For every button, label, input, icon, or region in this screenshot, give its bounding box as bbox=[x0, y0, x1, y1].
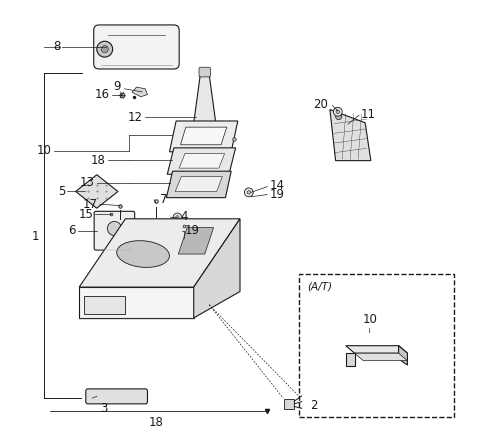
Polygon shape bbox=[132, 87, 147, 97]
Text: 11: 11 bbox=[361, 108, 376, 121]
Text: 10: 10 bbox=[36, 144, 51, 157]
Text: 6: 6 bbox=[68, 224, 76, 237]
Text: 16: 16 bbox=[95, 88, 110, 102]
Text: 7: 7 bbox=[160, 193, 168, 206]
Circle shape bbox=[108, 221, 121, 236]
FancyBboxPatch shape bbox=[94, 211, 135, 250]
Polygon shape bbox=[76, 175, 118, 208]
Text: 19: 19 bbox=[270, 188, 285, 201]
Polygon shape bbox=[178, 228, 214, 254]
Polygon shape bbox=[79, 287, 194, 318]
Circle shape bbox=[244, 188, 253, 197]
Text: 3: 3 bbox=[100, 402, 107, 415]
Text: 19: 19 bbox=[185, 224, 200, 237]
Bar bbox=[300, 274, 454, 417]
Text: 18: 18 bbox=[91, 154, 106, 167]
Polygon shape bbox=[180, 127, 227, 145]
Polygon shape bbox=[179, 153, 225, 168]
Polygon shape bbox=[187, 123, 229, 130]
Text: 18: 18 bbox=[149, 416, 164, 429]
Polygon shape bbox=[194, 219, 240, 318]
Circle shape bbox=[334, 107, 342, 116]
Text: 2: 2 bbox=[311, 399, 318, 412]
Polygon shape bbox=[169, 121, 238, 152]
Polygon shape bbox=[168, 148, 236, 174]
Polygon shape bbox=[79, 219, 240, 287]
Text: 20: 20 bbox=[313, 98, 328, 111]
Polygon shape bbox=[330, 110, 371, 160]
Polygon shape bbox=[167, 171, 231, 198]
Text: 13: 13 bbox=[80, 176, 95, 189]
Circle shape bbox=[336, 114, 342, 120]
Ellipse shape bbox=[117, 241, 169, 267]
Polygon shape bbox=[194, 74, 216, 123]
Circle shape bbox=[336, 110, 339, 114]
Circle shape bbox=[247, 191, 251, 194]
Polygon shape bbox=[346, 346, 408, 353]
Polygon shape bbox=[84, 296, 125, 313]
Text: 9: 9 bbox=[114, 80, 121, 93]
FancyBboxPatch shape bbox=[94, 25, 179, 69]
Circle shape bbox=[173, 213, 182, 222]
Circle shape bbox=[176, 216, 179, 219]
Polygon shape bbox=[398, 346, 408, 365]
Polygon shape bbox=[346, 353, 355, 366]
Polygon shape bbox=[355, 353, 408, 361]
Text: 17: 17 bbox=[83, 198, 98, 211]
Text: 4: 4 bbox=[180, 210, 188, 223]
Polygon shape bbox=[175, 176, 222, 191]
Text: 5: 5 bbox=[58, 185, 65, 198]
Circle shape bbox=[101, 46, 108, 53]
FancyBboxPatch shape bbox=[86, 389, 147, 404]
Text: 12: 12 bbox=[128, 111, 143, 124]
Text: 10: 10 bbox=[362, 313, 377, 326]
Circle shape bbox=[97, 41, 113, 57]
Text: 14: 14 bbox=[270, 179, 285, 192]
Text: 1: 1 bbox=[32, 230, 39, 243]
Polygon shape bbox=[284, 399, 294, 409]
Text: (A/T): (A/T) bbox=[307, 282, 333, 292]
Text: 15: 15 bbox=[78, 208, 93, 221]
FancyBboxPatch shape bbox=[199, 67, 210, 77]
Text: 8: 8 bbox=[53, 41, 60, 53]
